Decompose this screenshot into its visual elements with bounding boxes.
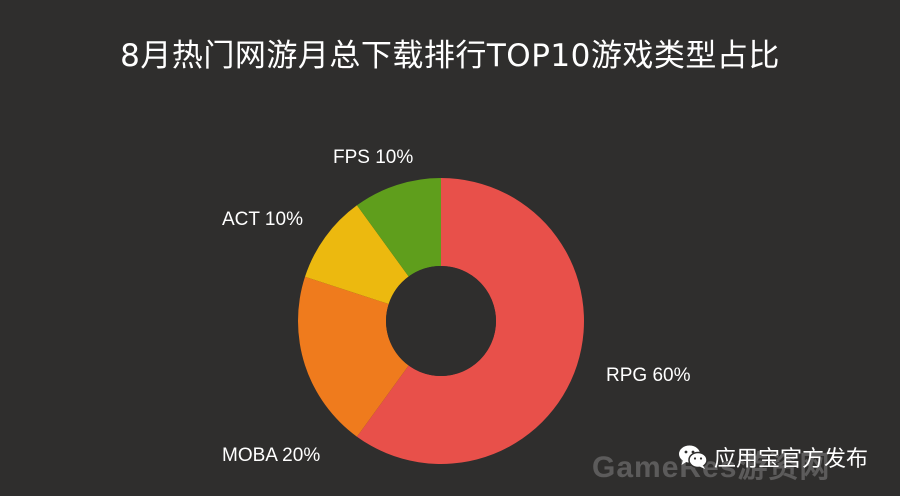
slice-act (304, 205, 409, 305)
slice-label-moba: MOBA 20% (222, 445, 320, 466)
wechat-icon (679, 445, 708, 469)
slice-label-fps: FPS 10% (333, 147, 413, 168)
publisher-badge: 应用宝官方发布 (678, 441, 868, 473)
slice-label-rpg: RPG 60% (606, 365, 691, 386)
slice-label-act: ACT 10% (222, 209, 303, 230)
donut-hole (386, 266, 496, 376)
publisher-text: 应用宝官方发布 (714, 447, 869, 472)
watermark: GameRes游资网 (592, 451, 831, 484)
slice-moba (298, 276, 409, 437)
chart-title: 8月热门网游月总下载排行TOP10游戏类型占比 (120, 38, 780, 74)
slice-labels: RPG 60% MOBA 20% ACT 10% FPS 10% (222, 147, 691, 466)
slices (298, 178, 585, 464)
slice-rpg (356, 178, 585, 464)
slice-fps (356, 178, 441, 277)
